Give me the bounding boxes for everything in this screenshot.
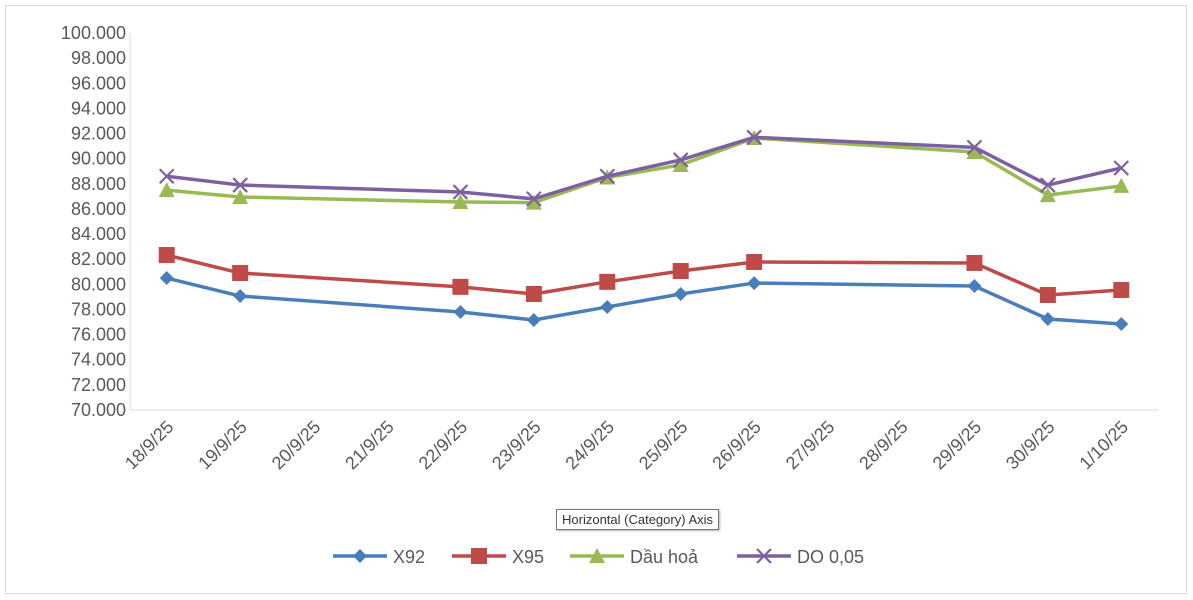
data-point xyxy=(453,304,468,319)
data-point xyxy=(526,191,542,207)
legend-marker xyxy=(589,548,605,563)
data-point xyxy=(452,184,469,200)
legend-label[interactable]: DO 0,05 xyxy=(797,547,864,567)
y-tick-label: 76.000 xyxy=(71,325,126,345)
legend-label[interactable]: X95 xyxy=(512,547,544,567)
data-point xyxy=(1040,177,1056,193)
series-line-d-u-ho-[interactable] xyxy=(166,136,1122,205)
data-point xyxy=(526,313,541,328)
data-point xyxy=(1040,312,1055,327)
legend-marker xyxy=(471,548,487,564)
legend-label[interactable]: X92 xyxy=(393,547,425,567)
y-tick-label: 72.000 xyxy=(71,375,126,395)
data-point xyxy=(672,156,689,172)
data-point xyxy=(747,276,762,291)
x-tick-label: 18/9/25 xyxy=(121,417,178,474)
series-line-x95[interactable] xyxy=(166,253,1122,297)
data-point xyxy=(232,265,249,282)
series-line-x92[interactable] xyxy=(166,276,1122,326)
data-point xyxy=(966,144,983,160)
axis-tooltip: Horizontal (Category) Axis xyxy=(556,509,719,530)
data-point xyxy=(673,287,688,302)
y-tick-label: 100.000 xyxy=(61,23,126,43)
x-tick-label: 23/9/25 xyxy=(488,417,545,474)
legend-marker xyxy=(756,548,772,564)
data-point xyxy=(159,271,174,286)
data-point xyxy=(232,177,248,193)
x-tick-label: 1/10/25 xyxy=(1076,417,1133,474)
y-tick-label: 94.000 xyxy=(71,98,126,118)
legend-label[interactable]: Dầu hoả xyxy=(630,547,699,567)
data-point xyxy=(158,168,175,185)
y-tick-label: 70.000 xyxy=(71,400,126,420)
x-tick-label: 26/9/25 xyxy=(708,417,765,474)
data-point xyxy=(967,278,982,293)
data-point xyxy=(672,263,689,280)
data-point xyxy=(525,286,542,303)
data-point xyxy=(672,152,689,168)
data-point xyxy=(1039,287,1056,304)
y-tick-label: 88.000 xyxy=(71,174,126,194)
x-tick-label: 21/9/25 xyxy=(341,417,398,474)
y-tick-label: 78.000 xyxy=(71,299,126,319)
y-tick-label: 86.000 xyxy=(71,199,126,219)
x-tick-label: 28/9/25 xyxy=(855,417,912,474)
legend-marker xyxy=(353,549,367,563)
data-point xyxy=(599,168,616,185)
data-point xyxy=(452,278,469,295)
data-point xyxy=(1113,177,1130,193)
series-line-do-0-05[interactable] xyxy=(166,135,1122,201)
chart-area-border xyxy=(5,5,1187,594)
x-tick-label: 24/9/25 xyxy=(562,417,619,474)
data-point xyxy=(158,182,175,198)
data-point xyxy=(232,188,249,204)
y-tick-label: 96.000 xyxy=(71,73,126,93)
x-tick-label: 30/9/25 xyxy=(1002,417,1059,474)
x-tick-label: 29/9/25 xyxy=(929,417,986,474)
data-point xyxy=(233,289,248,304)
data-point xyxy=(525,194,542,210)
data-point xyxy=(1113,160,1130,176)
y-tick-label: 84.000 xyxy=(71,224,126,244)
x-tick-label: 20/9/25 xyxy=(268,417,325,474)
y-tick-label: 90.000 xyxy=(71,149,126,169)
data-point xyxy=(599,273,616,290)
data-point xyxy=(966,139,983,156)
y-tick-label: 74.000 xyxy=(71,350,126,370)
x-tick-label: 22/9/25 xyxy=(415,417,472,474)
data-point xyxy=(966,254,983,271)
y-tick-label: 82.000 xyxy=(71,249,126,269)
y-tick-label: 80.000 xyxy=(71,274,126,294)
y-tick-label: 92.000 xyxy=(71,124,126,144)
data-point xyxy=(158,247,175,264)
data-point xyxy=(452,194,469,210)
x-tick-label: 19/9/25 xyxy=(194,417,251,474)
data-point xyxy=(746,253,763,270)
data-point xyxy=(600,299,615,314)
y-tick-label: 98.000 xyxy=(71,48,126,68)
data-point xyxy=(1039,187,1056,203)
x-tick-label: 25/9/25 xyxy=(635,417,692,474)
data-point xyxy=(746,129,762,146)
data-point xyxy=(1114,317,1129,332)
x-tick-label: 27/9/25 xyxy=(782,417,839,474)
data-point xyxy=(1113,281,1130,298)
